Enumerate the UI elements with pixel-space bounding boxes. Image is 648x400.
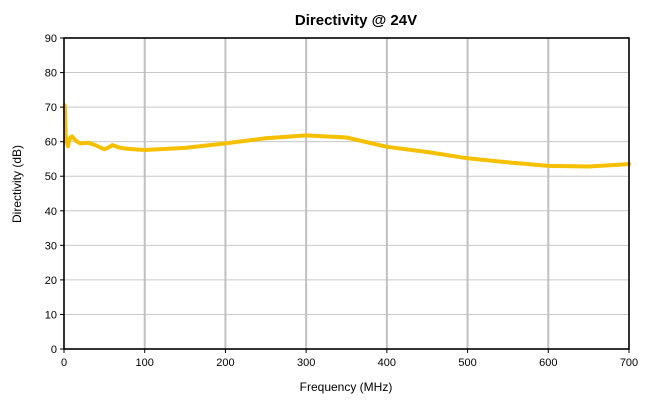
x-tick-label: 300 [297, 357, 315, 369]
series-layer [62, 103, 631, 169]
x-tick-label: 700 [620, 357, 638, 369]
grid-lines [64, 38, 629, 349]
y-tick-label: 20 [45, 275, 57, 287]
y-tick-label: 50 [45, 171, 57, 183]
y-tick-labels: 0 10 20 30 40 50 60 70 80 90 [45, 33, 64, 356]
x-tick-label: 100 [136, 357, 154, 369]
directivity-series-line [62, 103, 631, 169]
y-tick-label: 30 [45, 240, 57, 252]
y-tick-label: 80 [45, 68, 57, 80]
y-tick-label: 60 [45, 137, 57, 149]
y-tick-label: 10 [45, 309, 57, 321]
y-axis-label: Directivity (dB) [10, 145, 24, 223]
y-tick-label: 90 [45, 33, 57, 45]
x-tick-labels: 0 100 200 300 400 500 600 700 [61, 349, 638, 369]
plot-frame [63, 37, 630, 350]
chart-title: Directivity @ 24V [295, 12, 417, 29]
x-tick-label: 500 [458, 357, 476, 369]
y-tick-label: 0 [51, 344, 57, 356]
x-axis-label: Frequency (MHz) [300, 380, 393, 394]
x-tick-label: 200 [216, 357, 234, 369]
x-tick-label: 600 [539, 357, 557, 369]
y-tick-label: 70 [45, 102, 57, 114]
y-tick-label: 40 [45, 206, 57, 218]
x-tick-label: 400 [378, 357, 396, 369]
x-tick-label: 0 [61, 357, 67, 369]
